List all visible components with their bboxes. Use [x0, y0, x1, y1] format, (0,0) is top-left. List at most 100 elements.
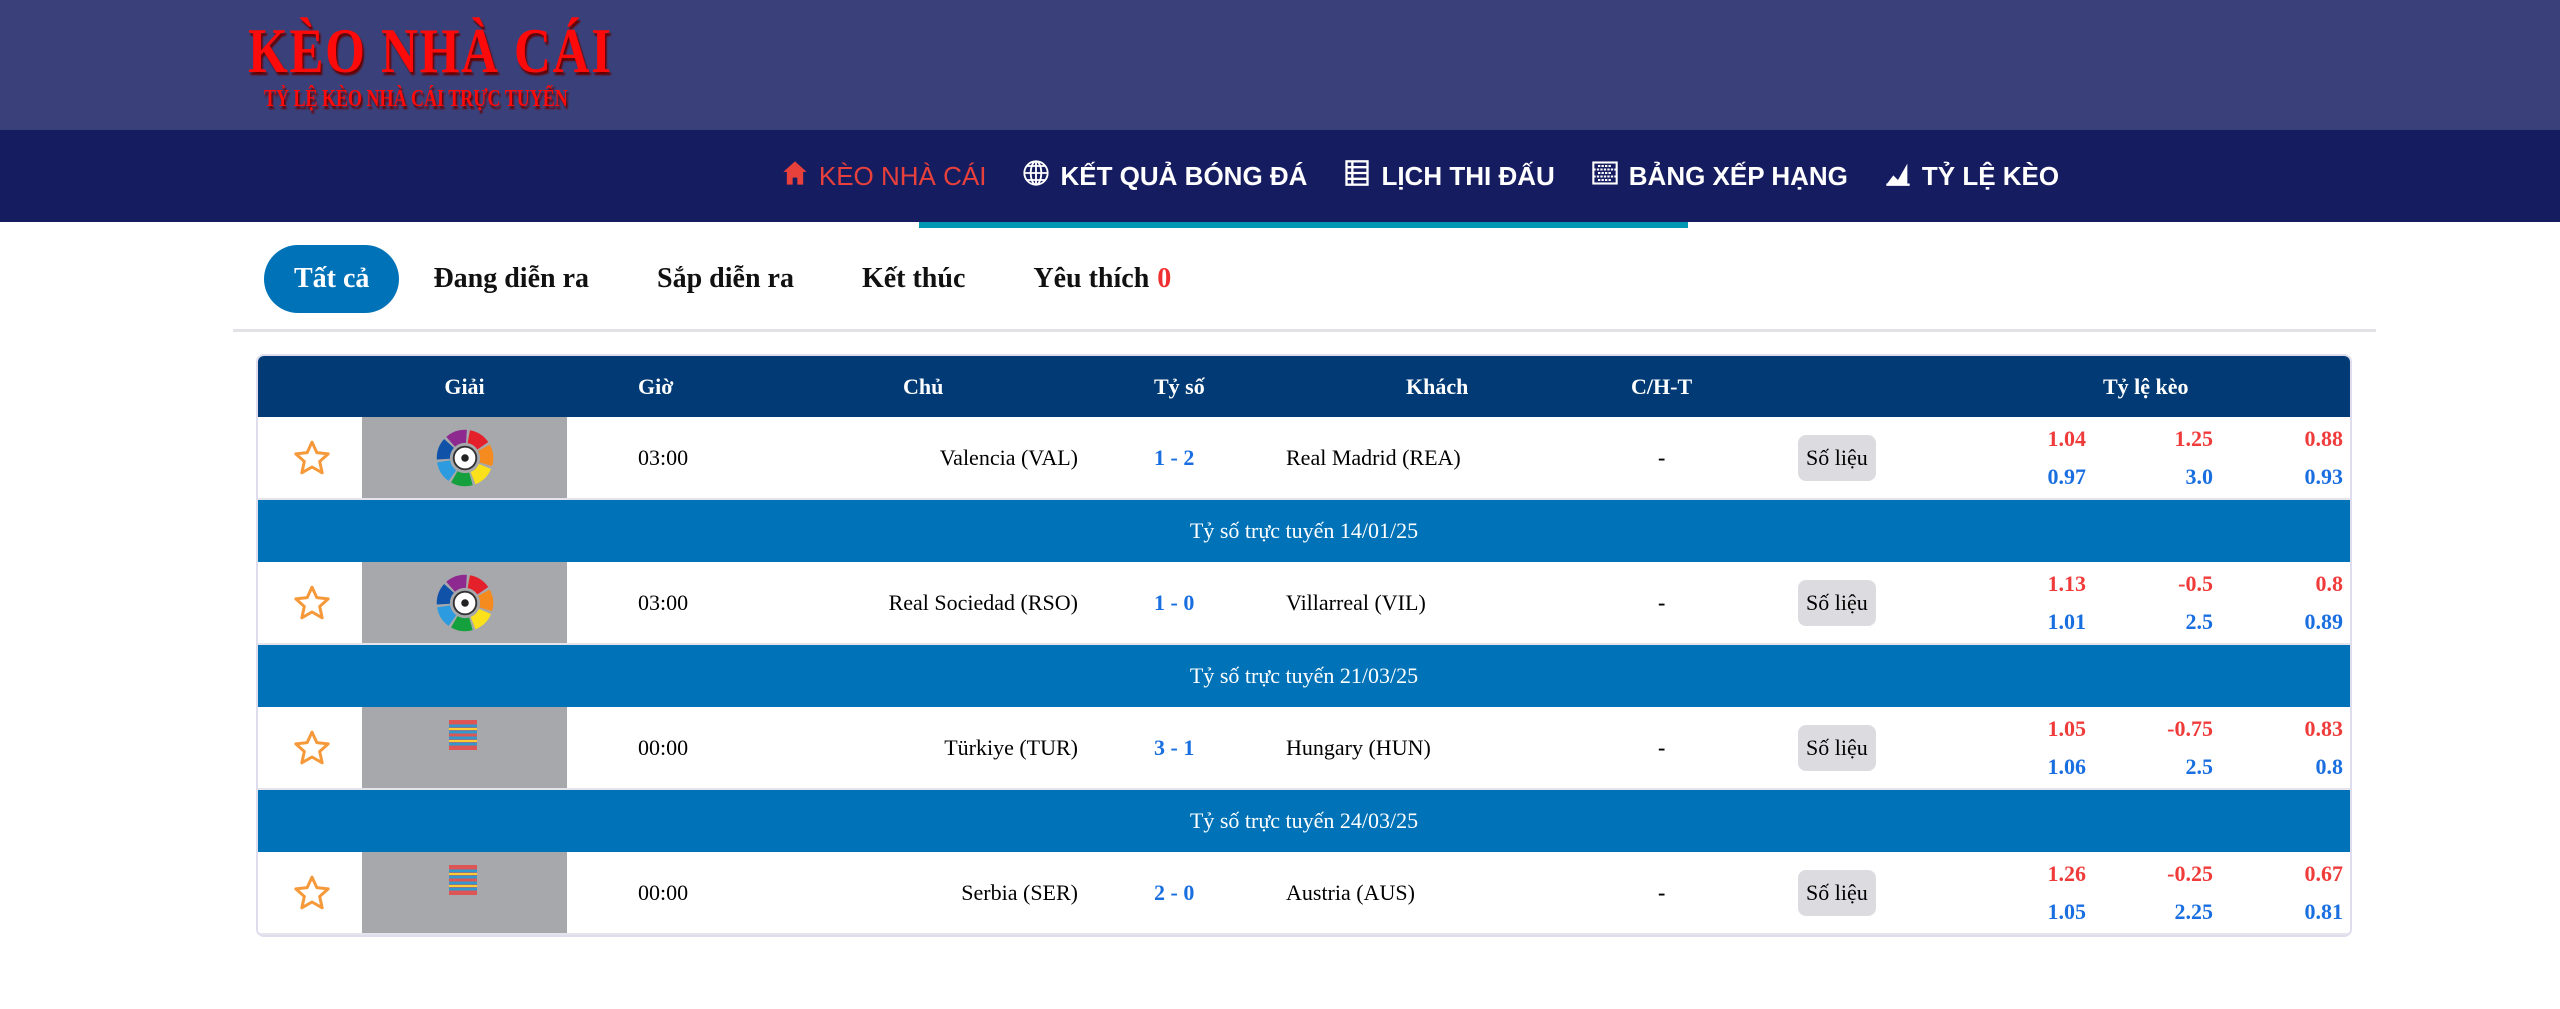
- stats-button[interactable]: Số liệu: [1798, 724, 1876, 771]
- odds-bottom: 0.93: [2304, 463, 2344, 489]
- favorite-star-icon[interactable]: [292, 728, 332, 768]
- logo-title: KÈO NHÀ CÁI: [248, 15, 613, 86]
- header-odds: Tỷ lệ kèo: [2103, 373, 2189, 399]
- odds-top: 1.04: [2047, 425, 2087, 451]
- divider: [233, 329, 2376, 332]
- table-row: 00:00 Serbia (SER) 2 - 0 Austria (AUS) -…: [258, 852, 2350, 935]
- live-score-banner[interactable]: Tỷ số trực tuyến 14/01/25: [258, 500, 2350, 562]
- tab-2[interactable]: Sắp diễn ra: [623, 245, 828, 313]
- favorites-count: 0: [1157, 263, 1172, 294]
- favorite-star-icon[interactable]: [292, 583, 332, 623]
- cht-value: -: [1658, 734, 1666, 760]
- league-logo: [362, 707, 567, 788]
- nav-label: KÈO NHÀ CÁI: [818, 160, 987, 191]
- odds-bottom: 1.01: [2047, 608, 2087, 634]
- league-logo: [362, 562, 567, 643]
- home-team[interactable]: Valencia (VAL): [939, 444, 1078, 470]
- tab-label: Tất cả: [294, 263, 370, 294]
- live-score-banner[interactable]: Tỷ số trực tuyến 21/03/25: [258, 645, 2350, 707]
- stats-button[interactable]: Số liệu: [1798, 434, 1876, 481]
- site-header: KÈO NHÀ CÁI TỶ LỆ KÈO NHÀ CÁI TRỰC TUYẾN: [0, 0, 2560, 130]
- stats-button[interactable]: Số liệu: [1798, 579, 1876, 626]
- tab-label: Yêu thích: [1033, 263, 1150, 294]
- odds-top: 0.88: [2304, 425, 2344, 451]
- header-score: Tỷ số: [1154, 373, 1205, 399]
- odds-bottom: 0.97: [2047, 463, 2087, 489]
- home-team[interactable]: Real Sociedad (RSO): [888, 589, 1078, 615]
- live-score-banner[interactable]: Tỷ số trực tuyến 24/03/25: [258, 790, 2350, 852]
- matches-table: Giải Giờ Chủ Tỷ số Khách C/H-T Tỷ lệ kèo…: [256, 354, 2352, 937]
- odds-bottom: 1.06: [2047, 753, 2087, 779]
- tab-label: Đang diễn ra: [433, 263, 590, 294]
- match-score: 1 - 2: [1154, 444, 1195, 470]
- home-team[interactable]: Serbia (SER): [961, 879, 1078, 905]
- odds-bottom: 1.05: [2047, 898, 2087, 924]
- header-time: Giờ: [638, 373, 674, 399]
- nav-item-2[interactable]: LỊCH THI ĐẤU: [1343, 159, 1555, 194]
- tab-1[interactable]: Đang diễn ra: [399, 245, 623, 313]
- nav-item-1[interactable]: KẾT QUẢ BÓNG ĐÁ: [1022, 159, 1307, 194]
- table-icon: [1591, 159, 1619, 194]
- match-score: 2 - 0: [1154, 879, 1195, 905]
- nav-label: TỶ LỆ KÈO: [1921, 160, 2060, 191]
- tab-0[interactable]: Tất cả: [264, 245, 400, 313]
- odds-top: -0.75: [2167, 715, 2213, 741]
- odds-top: -0.25: [2167, 860, 2213, 886]
- globe-icon: [1022, 159, 1050, 194]
- cht-value: -: [1658, 589, 1666, 615]
- odds-bottom: 0.8: [2315, 753, 2344, 779]
- nav-item-0[interactable]: KÈO NHÀ CÁI: [781, 159, 987, 194]
- nav-label: KẾT QUẢ BÓNG ĐÁ: [1060, 160, 1308, 191]
- favorite-star-icon[interactable]: [292, 438, 332, 478]
- away-team[interactable]: Hungary (HUN): [1286, 734, 1431, 760]
- cht-value: -: [1658, 444, 1666, 470]
- match-time: 00:00: [638, 879, 689, 905]
- league-logo: [362, 417, 567, 498]
- match-time: 00:00: [638, 734, 689, 760]
- odds-top: 0.83: [2304, 715, 2344, 741]
- match-score: 3 - 1: [1154, 734, 1195, 760]
- odds-top: 0.67: [2304, 860, 2344, 886]
- chart-icon: [1884, 159, 1912, 194]
- away-team[interactable]: Austria (AUS): [1286, 879, 1415, 905]
- header-home: Chủ: [903, 373, 944, 399]
- table-row: 00:00 Türkiye (TUR) 3 - 1 Hungary (HUN) …: [258, 707, 2350, 790]
- nav-label: LỊCH THI ĐẤU: [1381, 160, 1555, 191]
- match-time: 03:00: [638, 444, 689, 470]
- league-logo: [362, 852, 567, 933]
- odds-bottom: 2.25: [2174, 898, 2214, 924]
- tab-4[interactable]: Yêu thích 0: [999, 245, 1205, 313]
- table-row: 03:00 Valencia (VAL) 1 - 2 Real Madrid (…: [258, 417, 2350, 500]
- main-nav: KÈO NHÀ CÁI KẾT QUẢ BÓNG ĐÁ LỊCH THI ĐẤU BẢ…: [0, 130, 2560, 222]
- table-header: Giải Giờ Chủ Tỷ số Khách C/H-T Tỷ lệ kèo: [258, 356, 2350, 417]
- logo-subtitle: TỶ LỆ KÈO NHÀ CÁI TRỰC TUYẾN: [264, 86, 568, 112]
- home-team[interactable]: Türkiye (TUR): [944, 734, 1078, 760]
- list-icon: [1343, 159, 1371, 194]
- odds-top: 1.25: [2174, 425, 2214, 451]
- tab-3[interactable]: Kết thúc: [828, 245, 999, 313]
- odds-top: -0.5: [2178, 570, 2213, 596]
- odds-top: 1.13: [2047, 570, 2087, 596]
- nav-label: BẢNG XẾP HẠNG: [1628, 160, 1848, 191]
- cht-value: -: [1658, 879, 1666, 905]
- tab-label: Kết thúc: [861, 263, 966, 294]
- away-team[interactable]: Real Madrid (REA): [1286, 444, 1461, 470]
- nav-item-4[interactable]: TỶ LỆ KÈO: [1884, 159, 2059, 194]
- header-cht: C/H-T: [1631, 373, 1693, 399]
- odds-bottom: 2.5: [2185, 608, 2214, 634]
- filter-tabs: Tất cả Đang diễn ra Sắp diễn ra Kết thúc Yêu…: [264, 245, 1205, 313]
- match-time: 03:00: [638, 589, 689, 615]
- tab-label: Sắp diễn ra: [657, 263, 794, 294]
- odds-bottom: 3.0: [2185, 463, 2214, 489]
- header-league: Giải: [444, 373, 485, 399]
- site-logo[interactable]: KÈO NHÀ CÁI TỶ LỆ KÈO NHÀ CÁI TRỰC TUYẾN: [248, 18, 611, 118]
- away-team[interactable]: Villarreal (VIL): [1286, 589, 1426, 615]
- odds-top: 0.8: [2315, 570, 2344, 596]
- odds-top: 1.26: [2047, 860, 2087, 886]
- nav-item-3[interactable]: BẢNG XẾP HẠNG: [1591, 159, 1848, 194]
- odds-bottom: 0.81: [2304, 898, 2344, 924]
- odds-top: 1.05: [2047, 715, 2087, 741]
- stats-button[interactable]: Số liệu: [1798, 869, 1876, 916]
- favorite-star-icon[interactable]: [292, 873, 332, 913]
- odds-bottom: 2.5: [2185, 753, 2214, 779]
